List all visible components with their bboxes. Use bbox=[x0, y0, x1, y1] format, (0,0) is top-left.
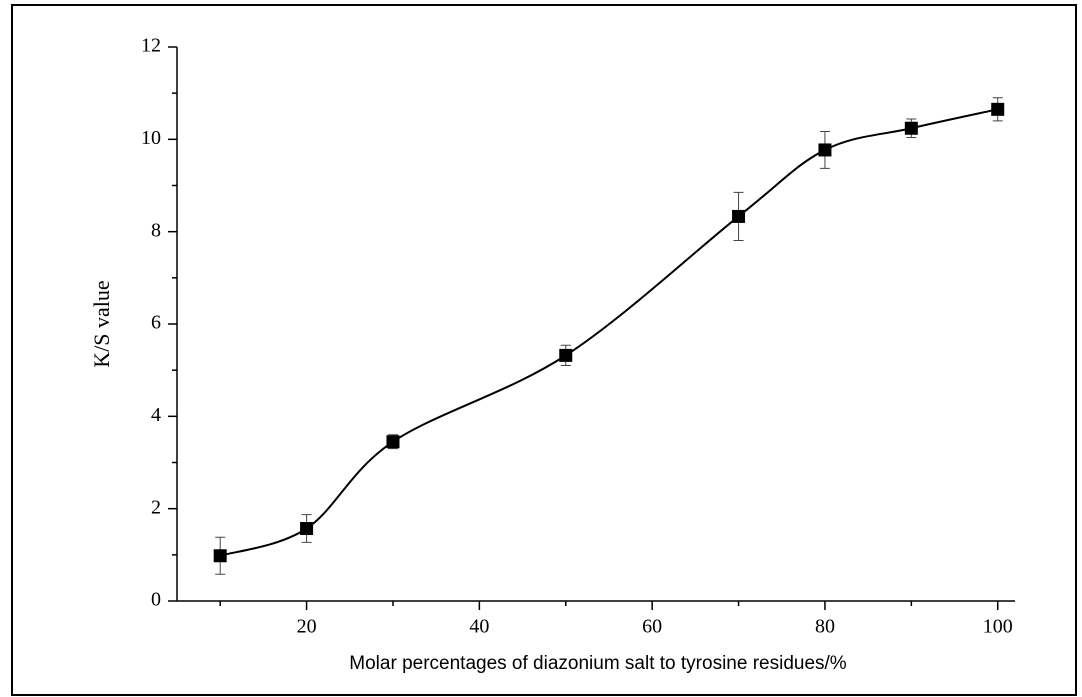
y-axis-label: K/S value bbox=[89, 280, 114, 367]
point bbox=[732, 209, 746, 223]
fit-curve bbox=[219, 108, 998, 557]
y-tick-label: 8 bbox=[151, 219, 161, 241]
point bbox=[818, 143, 832, 157]
y-tick-label: 12 bbox=[141, 35, 161, 57]
y-tick-label: 2 bbox=[151, 496, 161, 518]
point bbox=[300, 522, 314, 536]
frame bbox=[11, 4, 1077, 696]
x-axis-label: Molar percentages of diazonium salt to t… bbox=[349, 653, 847, 674]
point bbox=[386, 435, 400, 449]
point bbox=[559, 348, 573, 362]
x-tick-label: 80 bbox=[815, 616, 835, 638]
point bbox=[213, 549, 227, 563]
x-tick-label: 60 bbox=[642, 616, 662, 638]
point bbox=[904, 121, 918, 135]
y-tick-label: 10 bbox=[141, 127, 161, 149]
point bbox=[991, 102, 1005, 116]
y-tick-label: 0 bbox=[151, 589, 161, 611]
x-tick-label: 40 bbox=[469, 616, 489, 638]
y-tick-label: 4 bbox=[151, 404, 161, 426]
y-tick-label: 6 bbox=[151, 312, 161, 334]
x-tick-label: 100 bbox=[983, 616, 1013, 638]
x-tick-label: 20 bbox=[297, 616, 317, 638]
